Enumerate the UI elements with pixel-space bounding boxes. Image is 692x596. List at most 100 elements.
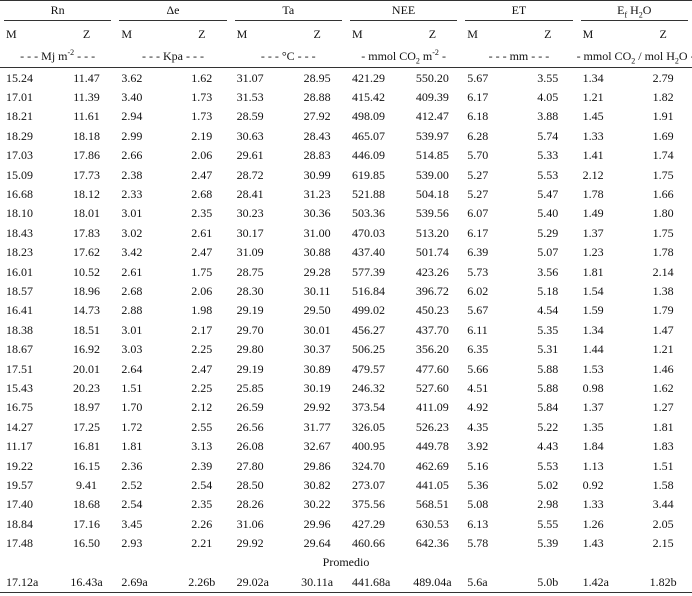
cell: 1.21 — [652, 342, 674, 357]
cell: 11.39 — [73, 90, 100, 105]
unit: - - - Mj m-2 - - - — [0, 45, 116, 68]
cell: 16.01 — [6, 264, 33, 279]
cell: 1.13 — [582, 458, 604, 473]
cell: 1.37 — [582, 225, 604, 240]
cell: 1.75 — [191, 264, 213, 279]
group-header: Rn — [0, 1, 115, 24]
cell: 2.33 — [121, 187, 143, 202]
cell: 400.95 — [351, 439, 385, 454]
cell: 409.39 — [415, 90, 449, 105]
text-segment: - - - mm - - - — [488, 49, 550, 63]
cell: 17.86 — [72, 148, 100, 163]
subheader: Z — [198, 27, 206, 41]
cell: 1.72 — [121, 419, 143, 434]
cell: 326.05 — [351, 419, 385, 434]
cell: 5.29 — [537, 225, 559, 240]
cell: 1.73 — [191, 109, 213, 124]
cell: 1.33 — [582, 497, 604, 512]
data-row: 18.21 11.61 2.94 1.73 28.59 27.92 498.09 412.47… — [0, 107, 692, 126]
cell: 373.54 — [351, 400, 385, 415]
cell: 1.43 — [582, 536, 604, 551]
cell: 30.89 — [303, 361, 331, 376]
cell: 3.45 — [121, 516, 143, 531]
cell: 356.20 — [415, 342, 449, 357]
cell: 31.23 — [303, 187, 331, 202]
cell: 19.57 — [6, 477, 33, 492]
data-row: 17.51 20.01 2.64 2.47 29.19 30.89 479.57 477.60… — [0, 359, 692, 378]
cell: 246.32 — [351, 380, 385, 395]
text-segment: 2 — [415, 56, 420, 66]
cell: 2.17 — [191, 322, 213, 337]
cell: 3.01 — [121, 206, 143, 221]
cell: 6.39 — [467, 245, 489, 260]
cell: 462.69 — [415, 458, 449, 473]
summary-label: Promedio — [322, 555, 370, 570]
text-segment: Ta — [282, 2, 295, 17]
cell: 15.09 — [6, 167, 33, 182]
cell: 412.47 — [415, 109, 449, 124]
cell: 2.26 — [191, 516, 213, 531]
cell: 19.22 — [6, 458, 33, 473]
text-segment: E — [617, 2, 625, 17]
cell: 29.70 — [236, 322, 264, 337]
cell: 1.73 — [191, 90, 213, 105]
cell: 1.82 — [652, 90, 674, 105]
cell: 29.92 — [303, 400, 331, 415]
cell: 1.37 — [582, 400, 604, 415]
cell: 17.01 — [6, 90, 33, 105]
cell: 3.88 — [537, 109, 559, 124]
unit: - mmol CO2 / mol H2O - — [576, 45, 692, 68]
cell: 503.36 — [351, 206, 385, 221]
cell: 14.27 — [6, 419, 33, 434]
cell: 5.84 — [537, 400, 559, 415]
cell: 514.85 — [415, 148, 449, 163]
cell: 2.66 — [121, 148, 143, 163]
cell: 5.55 — [537, 516, 559, 531]
data-row: 15.09 17.73 2.38 2.47 28.72 30.99 619.85 539.00… — [0, 165, 692, 184]
cell: 3.13 — [191, 439, 213, 454]
cell: 3.44 — [652, 497, 674, 512]
cell: 16.92 — [72, 342, 100, 357]
cell: 4.51 — [467, 380, 489, 395]
cell: 1.44 — [582, 342, 604, 357]
cell: 30.37 — [303, 342, 331, 357]
unit: - - - °C - - - — [230, 45, 346, 68]
cell: 17.51 — [6, 361, 33, 376]
data-row: 15.43 20.23 1.51 2.25 25.85 30.19 246.32 527.60… — [0, 378, 692, 397]
cell: 1.45 — [582, 109, 604, 124]
cell: 31.07 — [236, 70, 264, 85]
cell: 17.73 — [72, 167, 100, 182]
cell: 2.25 — [191, 342, 213, 357]
cell: 18.18 — [72, 128, 100, 143]
cell: 1.53 — [582, 361, 604, 376]
summary-cell: 29.02a — [236, 574, 269, 589]
data-row: 11.17 16.81 1.81 3.13 26.08 32.67 400.95 449.78… — [0, 436, 692, 455]
cell: 2.47 — [191, 245, 213, 260]
group-label: Rn — [4, 4, 112, 21]
data-row: 16.41 14.73 2.88 1.98 29.19 29.50 499.02 450.23… — [0, 301, 692, 320]
data-row: 18.29 18.18 2.99 2.19 30.63 28.43 465.07 539.97… — [0, 126, 692, 145]
cell: 2.12 — [582, 167, 604, 182]
text-segment: NEE — [391, 2, 416, 17]
cell: 6.07 — [467, 206, 489, 221]
cell: 1.81 — [582, 264, 604, 279]
group-label: Ef H2O — [580, 2, 688, 21]
cell: 450.23 — [415, 303, 449, 318]
text-segment: 2 — [674, 56, 679, 66]
cell: 1.47 — [652, 322, 674, 337]
cell: 630.53 — [415, 516, 449, 531]
group-label: Δe — [119, 4, 227, 21]
cell: 437.70 — [415, 322, 449, 337]
group-label: ET — [465, 4, 573, 21]
cell: 5.22 — [537, 419, 559, 434]
cell: 437.40 — [351, 245, 385, 260]
cell: 5.35 — [537, 322, 559, 337]
group-label: NEE — [349, 2, 458, 21]
cell: 30.36 — [303, 206, 331, 221]
cell: 20.01 — [72, 361, 100, 376]
cell: 421.29 — [351, 70, 385, 85]
cell: 2.15 — [652, 536, 674, 551]
cell: 6.11 — [467, 322, 488, 337]
cell: 18.51 — [72, 322, 100, 337]
group-header: Ef H2O — [577, 1, 692, 24]
